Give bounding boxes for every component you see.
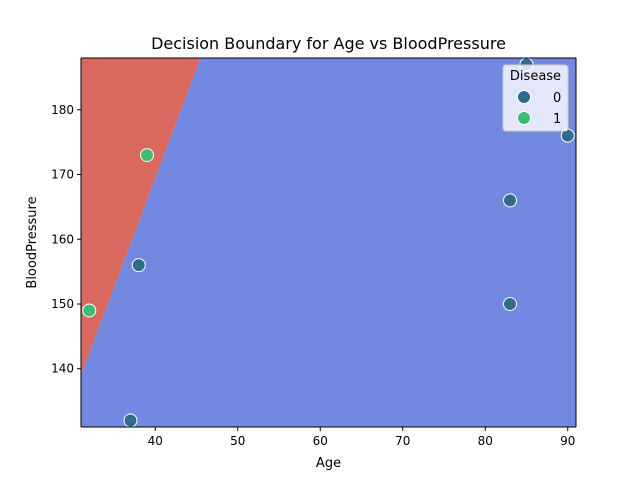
y-tick-label: 160	[51, 232, 74, 246]
legend-title: Disease	[510, 69, 561, 84]
x-tick-label: 60	[313, 434, 328, 448]
legend: Disease 0 1	[502, 64, 569, 132]
x-tick-label: 40	[148, 434, 163, 448]
data-point-class-0	[503, 297, 517, 311]
data-point-class-1	[140, 148, 154, 163]
data-point-class-0	[503, 193, 517, 208]
plot-area	[81, 58, 576, 427]
y-axis-label: BloodPressure	[25, 196, 40, 288]
legend-label-class-1: 1	[553, 112, 561, 127]
decision-region-class-1	[81, 58, 201, 376]
legend-marker-class-1	[517, 111, 531, 125]
x-tick-label: 90	[560, 434, 575, 448]
data-point-class-0	[123, 413, 138, 427]
x-tick-label: 80	[478, 434, 493, 448]
y-tick-label: 140	[51, 362, 74, 376]
x-axis-label: Age	[316, 456, 341, 471]
y-ticks: 140 150 160 170 180	[51, 103, 81, 376]
axes: 40 50 60 70 80 90 140 150 160 170 180	[51, 57, 577, 448]
x-ticks: 40 50 60 70 80 90	[148, 427, 575, 448]
data-point-class-1	[82, 303, 97, 318]
x-tick-label: 50	[230, 434, 245, 448]
data-point-class-0	[131, 258, 146, 273]
legend-marker-class-0	[517, 90, 531, 104]
decision-region-class-0	[81, 58, 576, 427]
y-tick-label: 180	[51, 103, 74, 117]
chart-title: Decision Boundary for Age vs BloodPressu…	[151, 34, 506, 53]
legend-label-class-0: 0	[553, 91, 561, 106]
y-tick-label: 150	[51, 297, 74, 311]
y-tick-label: 170	[51, 168, 74, 182]
x-tick-label: 70	[395, 434, 410, 448]
